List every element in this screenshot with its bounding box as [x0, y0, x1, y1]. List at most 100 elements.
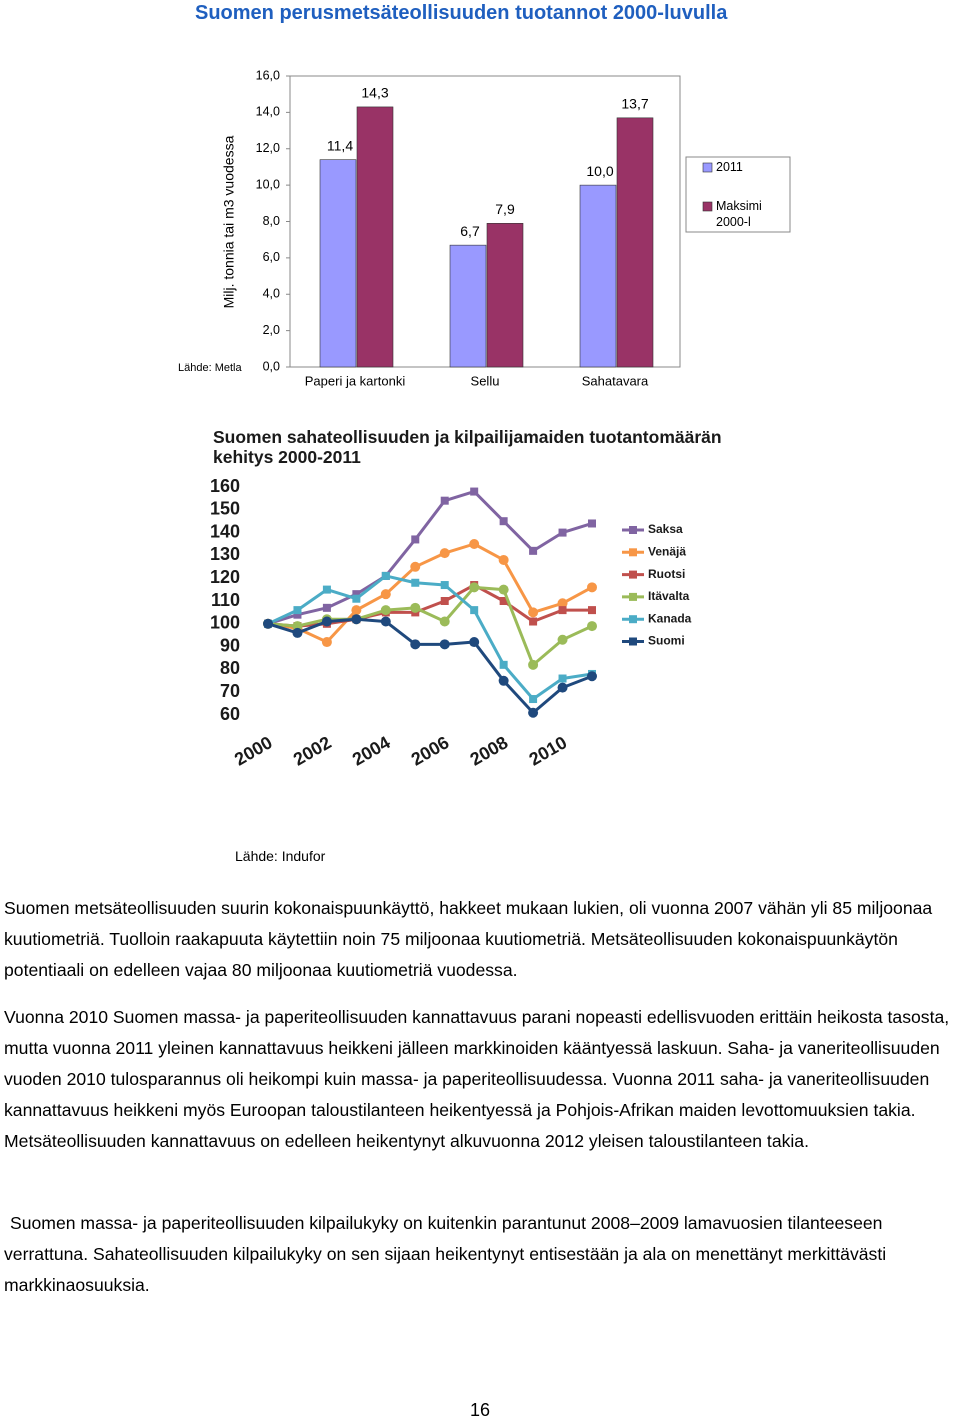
y-tick-label: 140 — [210, 521, 240, 541]
marker — [499, 597, 508, 605]
legend-label: Kanada — [648, 611, 692, 625]
legend-swatch — [702, 162, 713, 173]
bar — [356, 106, 394, 368]
series-line — [267, 583, 592, 628]
marker — [587, 671, 597, 682]
marker — [321, 616, 332, 627]
marker — [439, 639, 450, 650]
bar — [486, 223, 524, 368]
legend-marker — [629, 570, 637, 579]
x-tick-label: 2008 — [467, 732, 512, 769]
legend-marker — [629, 637, 637, 646]
y-tick-label: 6,0 — [263, 250, 280, 264]
marker — [469, 637, 480, 648]
marker — [440, 597, 449, 605]
y-tick-label: 130 — [210, 544, 240, 564]
series-line — [267, 490, 593, 626]
marker — [439, 548, 450, 559]
marker — [557, 598, 568, 609]
y-tick-label: 100 — [210, 613, 240, 633]
marker — [498, 584, 509, 595]
y-tick-label: 90 — [220, 635, 240, 655]
y-tick-label: 110 — [211, 590, 240, 610]
marker — [587, 621, 597, 632]
marker — [410, 602, 421, 613]
paragraph: Suomen metsäteollisuuden suurin kokonais… — [4, 898, 933, 980]
marker — [469, 582, 480, 593]
marker — [439, 616, 450, 627]
marker — [498, 554, 509, 565]
marker — [440, 496, 449, 505]
y-tick-label: 4,0 — [263, 287, 280, 301]
marker — [529, 546, 538, 555]
marker — [322, 603, 331, 612]
y-tick-label: 16,0 — [256, 68, 280, 82]
y-tick-label: 160 — [210, 476, 240, 496]
marker — [352, 590, 361, 599]
marker — [411, 535, 420, 544]
marker — [499, 660, 508, 669]
legend-marker — [629, 548, 637, 557]
x-tick-label: 2006 — [408, 732, 453, 769]
value-label: 14,3 — [361, 85, 388, 101]
marker — [557, 682, 568, 693]
y-tick-label: 70 — [220, 681, 240, 701]
value-label: 13,7 — [621, 96, 648, 112]
marker — [529, 617, 538, 626]
marker — [470, 487, 479, 496]
marker — [499, 517, 508, 526]
marker — [352, 594, 361, 603]
chart-title: Suomen sahateollisuuden ja kilpailijamai… — [213, 427, 726, 467]
marker — [292, 627, 303, 638]
paragraph: Vuonna 2010 Suomen massa- ja paperiteoll… — [4, 1007, 950, 1151]
series-line — [267, 542, 593, 644]
legend-marker — [629, 615, 637, 624]
marker — [410, 639, 421, 650]
series-line — [267, 585, 593, 667]
y-tick-label: 150 — [210, 499, 240, 519]
marker — [588, 519, 596, 528]
marker — [528, 659, 539, 670]
legend-label: Ruotsi — [648, 567, 685, 581]
marker — [292, 621, 303, 632]
marker — [380, 605, 391, 616]
y-tick-label: 80 — [220, 658, 240, 678]
marker — [528, 607, 539, 618]
legend-marker — [629, 526, 637, 534]
marker — [587, 582, 597, 593]
x-tick-label: 2004 — [349, 732, 394, 769]
x-tick-label: Sellu — [471, 373, 500, 388]
bar — [449, 244, 487, 368]
legend-swatch — [702, 201, 713, 212]
charts: Suomen perusmetsäteollisuuden tuotannot … — [178, 2, 791, 770]
marker — [381, 571, 390, 580]
legend-box — [685, 156, 791, 233]
x-tick-label: Sahatavara — [582, 373, 649, 388]
marker — [588, 606, 596, 615]
marker — [321, 637, 332, 648]
bar — [319, 159, 357, 368]
value-label: 6,7 — [460, 223, 480, 239]
x-tick-label: Paperi ja kartonki — [305, 373, 406, 388]
legend-label: Venäjä — [648, 544, 686, 558]
marker — [558, 674, 567, 683]
paragraph: Suomen massa- ja paperiteollisuuden kilp… — [4, 1213, 887, 1295]
source: Lähde: Indufor — [235, 848, 326, 864]
page-number: 16 — [469, 1400, 491, 1420]
marker — [351, 605, 362, 616]
marker — [529, 695, 538, 704]
marker — [411, 578, 420, 587]
x-tick-label: 2000 — [231, 732, 276, 769]
legend-label: Saksa — [648, 522, 683, 536]
bar — [616, 117, 654, 368]
bar — [579, 184, 617, 368]
series-line — [267, 574, 593, 701]
y-tick-label: 2,0 — [263, 323, 280, 337]
marker — [380, 589, 391, 600]
marker — [380, 616, 391, 627]
y-tick-label: 60 — [220, 704, 240, 724]
y-tick-label: 0,0 — [263, 359, 280, 373]
y-tick-label: 10,0 — [256, 177, 280, 191]
y-axis-label: Milj. tonnia tai m3 vuodessa — [221, 135, 237, 308]
value-label: 10,0 — [586, 163, 613, 179]
